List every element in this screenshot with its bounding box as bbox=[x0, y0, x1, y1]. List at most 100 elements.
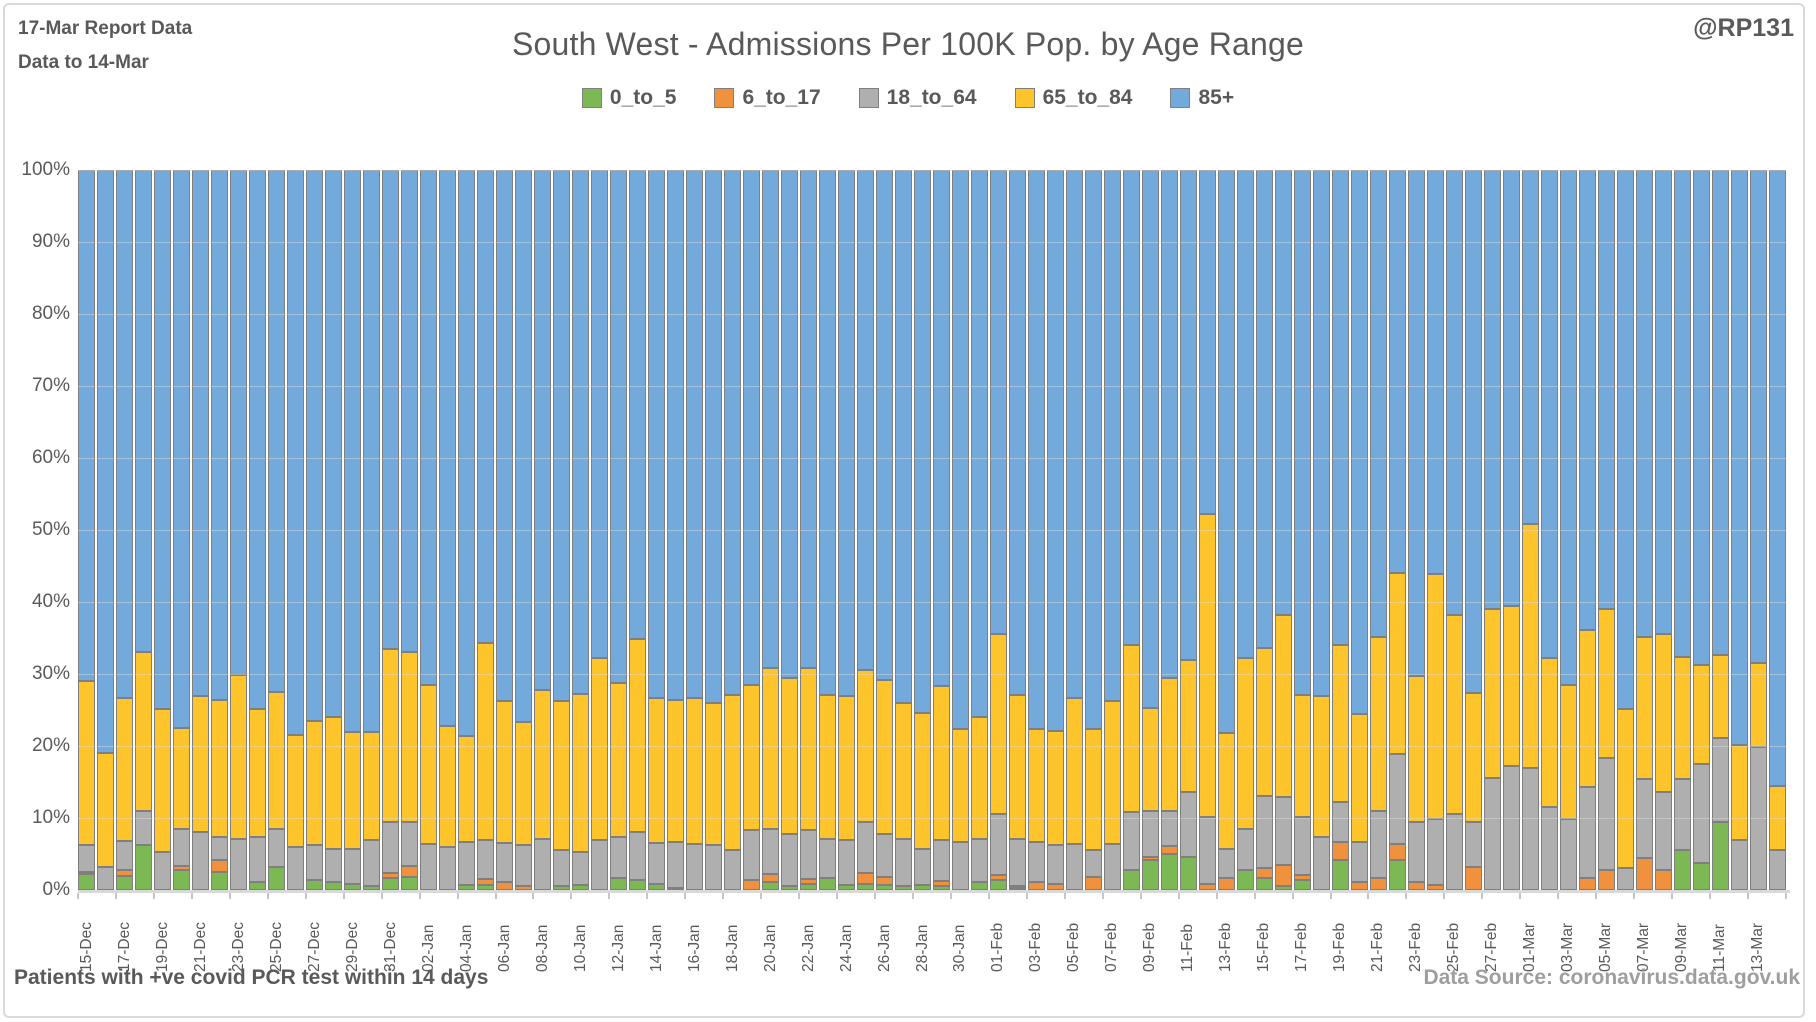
bar-segment-65_to_84 bbox=[496, 701, 513, 843]
bar-segment-85+ bbox=[1123, 170, 1140, 646]
bar-segment-85+ bbox=[1199, 170, 1216, 515]
bar-segment-65_to_84 bbox=[401, 652, 418, 823]
footer-note: Patients with +ve covid PCR test within … bbox=[14, 966, 489, 989]
legend-item-65_to_84[interactable]: 65_to_84 bbox=[1014, 86, 1133, 110]
bar-segment-85+ bbox=[154, 170, 171, 710]
x-axis-tick bbox=[1177, 893, 1180, 899]
bar-segment-65_to_84 bbox=[724, 694, 741, 851]
bar-segment-6_to_17 bbox=[1047, 883, 1064, 890]
bar-segment-18_to_64 bbox=[230, 838, 247, 890]
bar-segment-0_to_5 bbox=[1123, 869, 1140, 890]
x-tick-label: 11-Feb bbox=[1179, 924, 1197, 972]
x-axis-tick bbox=[608, 893, 611, 899]
x-tick-label: 20-Jan bbox=[761, 924, 779, 972]
legend-swatch-0_to_5 bbox=[581, 88, 602, 108]
bar-25-Feb bbox=[1446, 170, 1463, 890]
bar-segment-18_to_64 bbox=[382, 822, 399, 874]
bar-segment-85+ bbox=[287, 170, 304, 736]
x-axis-tick bbox=[1405, 893, 1408, 899]
bar-segment-18_to_64 bbox=[1731, 840, 1748, 890]
bar-26-Jan bbox=[876, 170, 893, 890]
legend-item-6_to_17[interactable]: 6_to_17 bbox=[714, 86, 821, 110]
x-axis-tick bbox=[77, 893, 79, 899]
bar-08-Jan bbox=[534, 170, 551, 890]
x-axis-tick bbox=[1785, 893, 1787, 899]
bar-27-Jan bbox=[895, 170, 912, 890]
bar-segment-0_to_5 bbox=[914, 884, 931, 890]
bar-segment-18_to_64 bbox=[1313, 836, 1330, 890]
legend-item-18_to_64[interactable]: 18_to_64 bbox=[858, 86, 977, 110]
bar-segment-18_to_64 bbox=[1579, 787, 1596, 879]
bar-segment-65_to_84 bbox=[1427, 573, 1444, 819]
bar-segment-85+ bbox=[135, 170, 152, 653]
bar-18-Jan bbox=[724, 170, 741, 890]
bar-segment-18_to_64 bbox=[1522, 767, 1539, 890]
x-axis-tick bbox=[987, 893, 990, 899]
bar-segment-65_to_84 bbox=[857, 669, 874, 823]
bar-segment-6_to_17 bbox=[1009, 885, 1026, 888]
bar-02-Mar bbox=[1541, 170, 1558, 890]
bar-segment-65_to_84 bbox=[1218, 733, 1235, 849]
bar-segment-18_to_64 bbox=[971, 838, 988, 883]
x-tick-label: 04-Jan bbox=[458, 924, 476, 972]
legend-item-0_to_5[interactable]: 0_to_5 bbox=[581, 86, 676, 110]
bar-segment-0_to_5 bbox=[1180, 856, 1197, 890]
x-tick-label: 05-Feb bbox=[1065, 922, 1083, 972]
x-tick-label: 23-Feb bbox=[1406, 922, 1424, 972]
bar-segment-85+ bbox=[1370, 170, 1387, 637]
bar-28-Feb bbox=[1503, 170, 1520, 890]
bar-segment-85+ bbox=[1503, 170, 1520, 606]
bar-segment-18_to_64 bbox=[1636, 779, 1653, 859]
bar-segment-6_to_17 bbox=[1465, 866, 1482, 890]
bar-segment-0_to_5 bbox=[1693, 863, 1710, 890]
data-source: Data Source: coronavirus.data.gov.uk bbox=[1423, 966, 1800, 989]
bar-13-Jan bbox=[629, 170, 646, 890]
bar-segment-85+ bbox=[230, 170, 247, 675]
bar-segment-0_to_5 bbox=[1237, 869, 1254, 890]
bar-segment-65_to_84 bbox=[1180, 659, 1197, 793]
bar-12-Feb bbox=[1199, 170, 1216, 890]
bar-segment-65_to_84 bbox=[1484, 608, 1501, 778]
bar-segment-18_to_64 bbox=[1351, 841, 1368, 883]
bar-segment-18_to_64 bbox=[1446, 813, 1463, 890]
bar-segment-18_to_64 bbox=[1389, 753, 1406, 844]
x-axis-line bbox=[78, 890, 1790, 893]
bar-segment-85+ bbox=[914, 170, 931, 713]
bar-segment-0_to_5 bbox=[173, 869, 190, 890]
bar-segment-0_to_5 bbox=[895, 886, 912, 890]
bar-segment-0_to_5 bbox=[1161, 854, 1178, 890]
bar-segment-0_to_5 bbox=[1389, 860, 1406, 890]
bar-segment-65_to_84 bbox=[363, 731, 380, 841]
bar-segment-18_to_64 bbox=[1085, 850, 1102, 878]
bar-segment-85+ bbox=[420, 170, 437, 685]
bar-segment-85+ bbox=[306, 170, 323, 721]
x-axis-tick bbox=[1063, 893, 1066, 899]
legend-label: 65_to_84 bbox=[1042, 86, 1133, 109]
legend-item-85+[interactable]: 85+ bbox=[1170, 86, 1234, 110]
bar-segment-18_to_64 bbox=[1332, 802, 1349, 843]
legend-swatch-85+ bbox=[1170, 88, 1191, 108]
bar-segment-65_to_84 bbox=[819, 694, 836, 839]
bar-09-Jan bbox=[553, 170, 570, 890]
x-tick-label: 15-Feb bbox=[1255, 922, 1273, 972]
bar-segment-85+ bbox=[1408, 170, 1425, 677]
bar-segment-6_to_17 bbox=[743, 879, 760, 890]
bar-21-Dec bbox=[192, 170, 209, 890]
bar-segment-0_to_5 bbox=[211, 872, 228, 890]
x-tick-label: 05-Mar bbox=[1596, 922, 1614, 972]
bar-10-Mar bbox=[1693, 170, 1710, 890]
x-axis-tick bbox=[1025, 893, 1028, 899]
bar-segment-65_to_84 bbox=[1522, 524, 1539, 768]
bar-30-Dec bbox=[363, 170, 380, 890]
bar-17-Dec bbox=[116, 170, 133, 890]
bar-segment-65_to_84 bbox=[572, 694, 589, 852]
bar-segment-85+ bbox=[1636, 170, 1653, 637]
bar-segment-0_to_5 bbox=[819, 878, 836, 890]
bar-16-Jan bbox=[686, 170, 703, 890]
x-axis-tick bbox=[266, 893, 269, 899]
bar-01-Jan bbox=[401, 170, 418, 890]
bar-segment-18_to_64 bbox=[1161, 810, 1178, 847]
bar-05-Jan bbox=[477, 170, 494, 890]
bar-segment-85+ bbox=[648, 170, 665, 698]
bar-segment-85+ bbox=[1617, 170, 1634, 710]
